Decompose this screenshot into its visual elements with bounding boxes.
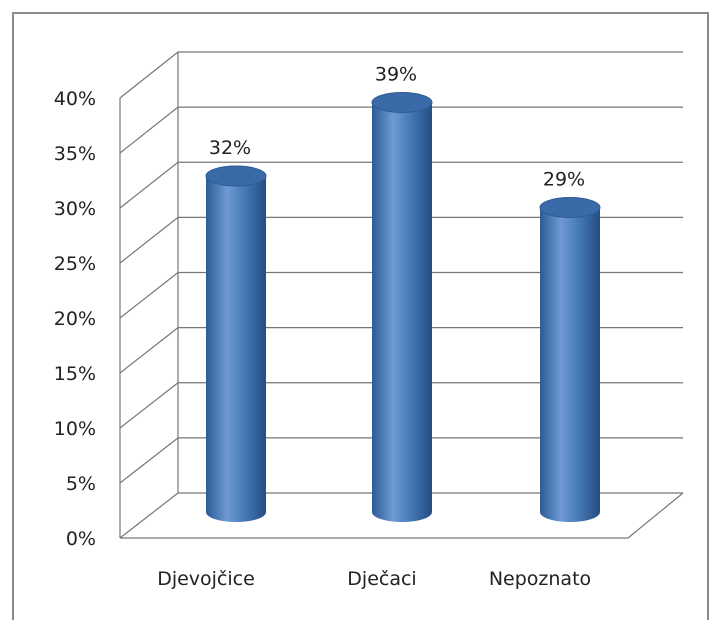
gridline-diagonal (119, 216, 179, 264)
bar-top (539, 197, 601, 218)
bars (205, 92, 601, 522)
bar-1 (205, 165, 267, 522)
x-category-label: Dječaci (347, 568, 416, 590)
gridline-diagonal (119, 51, 179, 99)
gridline-diagonal (119, 106, 179, 154)
data-label: 39% (375, 64, 417, 86)
labels: 32% Djevojčice 39% Dječaci 29% Nepoznato (157, 64, 591, 591)
y-tick-label: 35% (54, 143, 96, 165)
y-tick-label: 10% (54, 418, 96, 440)
data-label: 32% (209, 137, 251, 159)
gridline-diagonal (119, 161, 179, 209)
bar-body (540, 207, 600, 522)
bar-3 (539, 197, 601, 522)
bar-body (372, 102, 432, 522)
y-tick-label: 0% (66, 528, 96, 550)
x-category-label: Djevojčice (157, 568, 255, 590)
gridline-diagonal (119, 382, 179, 429)
y-tick-label: 40% (54, 88, 96, 110)
y-tick-label: 20% (54, 308, 96, 330)
y-tick-label: 30% (54, 198, 96, 220)
y-axis: 0% 5% 10% 15% 20% 25% 30% 35% 40% (54, 52, 684, 550)
data-label: 29% (543, 169, 585, 191)
floor-right-edge (627, 492, 684, 539)
y-tick-label: 15% (54, 363, 96, 385)
bar-2 (371, 92, 433, 522)
gridline-diagonal (119, 327, 179, 374)
y-tick-label: 25% (54, 253, 96, 275)
gridline-diagonal (119, 492, 179, 539)
y-tick-label: 5% (66, 473, 96, 495)
gridline-diagonal (119, 437, 179, 484)
chart-frame (12, 12, 709, 620)
bar-top (371, 92, 433, 113)
bar-top (205, 165, 267, 187)
x-category-label: Nepoznato (489, 568, 591, 590)
bar-body (206, 176, 266, 522)
gridline-diagonal (119, 272, 179, 319)
